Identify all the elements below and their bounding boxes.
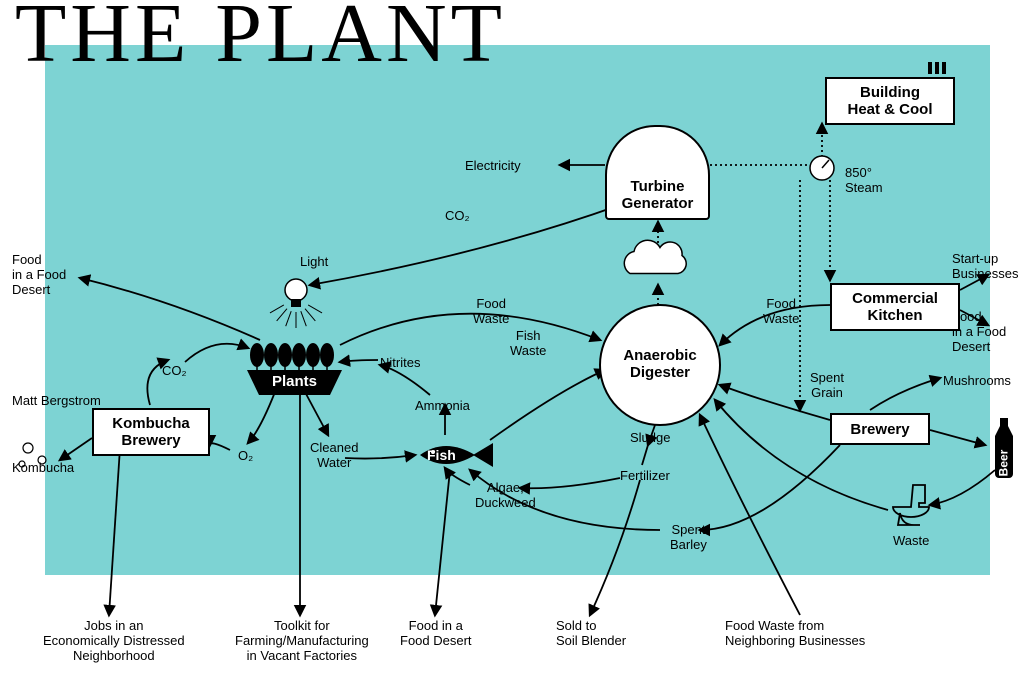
page-title: THE PLANT	[15, 0, 506, 82]
node-turbine: TurbineGenerator	[605, 125, 710, 220]
node-digester: AnaerobicDigester	[600, 347, 720, 381]
node-kombucha: KombuchaBrewery	[92, 408, 210, 456]
node-brewery: Brewery	[830, 413, 930, 445]
node-beer: Beer	[996, 450, 1010, 477]
node-plants: Plants	[247, 373, 342, 390]
node-fish: Fish	[427, 447, 456, 463]
node-kitchen: CommercialKitchen	[830, 283, 960, 331]
node-heatcool: BuildingHeat & Cool	[825, 77, 955, 125]
